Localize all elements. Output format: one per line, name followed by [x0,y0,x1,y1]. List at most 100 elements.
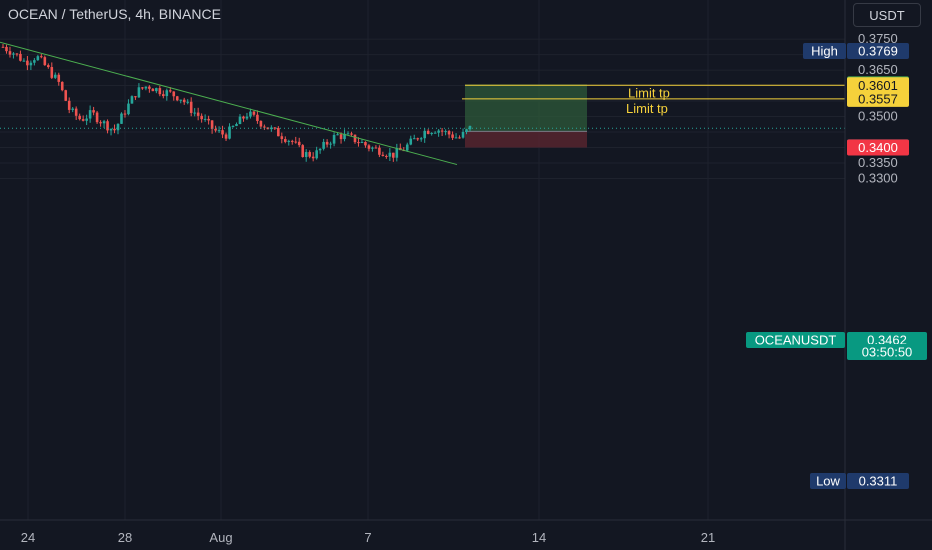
candle-body [419,138,423,140]
candle-body [221,130,224,135]
candle-body [304,152,308,158]
candle-body [395,148,399,158]
candle-body [182,99,186,103]
candle-body [5,46,8,52]
limit-2-price-label-bg [847,90,909,107]
candle-body [325,141,329,145]
candle-body [287,140,291,142]
chart-title: OCEAN / TetherUS, 4h, BINANCE [8,6,221,22]
candle-body [311,156,315,159]
candle-body [175,96,179,101]
candle-body [88,110,92,119]
candle-body [315,150,318,159]
candle-body [50,67,54,78]
candle-body [242,116,245,119]
candle-body [19,53,22,61]
high-price-label: 0.3769 [858,44,898,59]
candle-body [357,142,360,144]
candle-body [85,118,88,121]
candle-body [1,46,5,48]
candle-body [193,112,196,114]
candle-body [168,90,172,92]
candle-body [179,99,183,101]
candle-body [336,134,339,136]
current-symbol-tag-bg [746,332,845,348]
candle-body [350,133,353,135]
candle-body [116,123,120,131]
candle-body [252,111,256,115]
candle-body [224,134,228,139]
candle-body [200,115,203,120]
time-tick: 14 [532,530,546,545]
trendline [0,41,458,166]
time-tick: Aug [209,530,232,545]
candle-body [318,148,322,151]
candle-body [346,133,350,135]
candle-body [249,111,252,117]
candle-body [29,62,33,66]
candle-body [8,51,12,55]
candle-body [364,142,367,146]
candle-body [297,141,301,146]
candle-body [332,134,336,144]
low-tag-bg [810,473,846,489]
candle-body [47,65,50,68]
candle-body [92,110,95,113]
candle-body [203,118,207,120]
candle-body [81,119,85,121]
candle-body [322,141,325,149]
candle-body [440,130,444,132]
candle-body [148,86,151,89]
countdown-label-bg [847,344,927,360]
candles [1,44,472,162]
candle-body [308,152,311,157]
candle-body [67,100,71,110]
candle-body [409,138,413,145]
candle-body [43,57,47,66]
limit-2-price-label: 0.3557 [858,91,898,106]
candle-body [405,144,409,151]
candle-body [412,138,416,140]
candle-body [158,88,162,95]
chart-grid [0,0,845,520]
candle-body [283,139,287,142]
price-labels: 0.3769High0.36040.36010.35570.3462OCEANU… [746,43,927,489]
candle-body [134,96,137,98]
candle-body [339,134,343,140]
candle-body [26,60,29,66]
candle-body [416,138,420,140]
stop-price-label: 0.3400 [858,140,898,155]
time-tick: 28 [118,530,132,545]
candle-body [381,154,385,156]
candle-body [33,60,36,63]
low-tag: Low [816,474,840,489]
candle-body [102,121,106,124]
candle-body [15,53,19,55]
candle-body [165,90,169,97]
profit-zone [465,84,587,132]
price-tick: 0.3500 [858,109,898,124]
candle-body [78,115,81,120]
candle-body [290,140,294,142]
candle-body [433,132,437,134]
countdown-label: 03:50:50 [862,345,913,360]
price-tick: 0.3650 [858,62,898,77]
candle-body [113,128,116,131]
candle-body [95,112,99,123]
candle-body [40,56,43,58]
candle-body [238,116,242,125]
high-tag-bg [803,43,846,59]
candle-body [256,114,259,122]
candle-body [235,124,238,127]
currency-button[interactable]: USDT [853,3,921,27]
candle-body [53,74,57,78]
candle-body [458,137,461,139]
candle-body [378,147,381,155]
candle-body [217,130,221,132]
candle-body [137,87,141,98]
candle-body [60,81,64,91]
candle-body [461,131,465,138]
